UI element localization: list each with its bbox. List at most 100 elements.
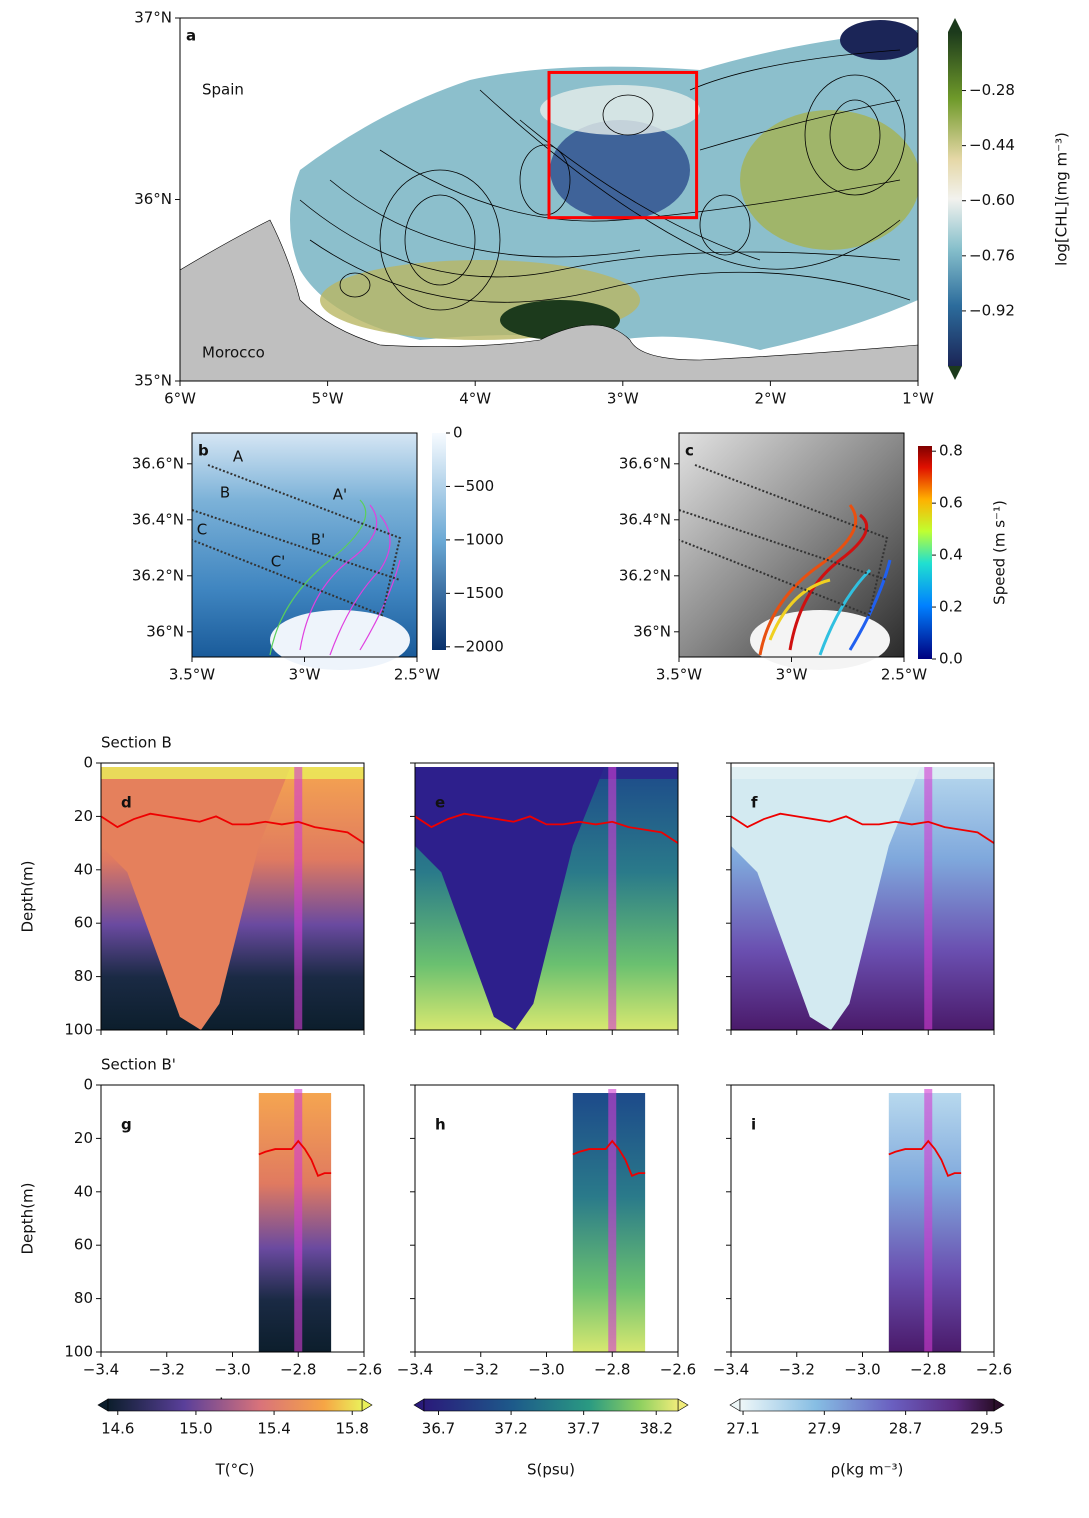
x-tick-label: −3.2: [463, 1361, 499, 1379]
y-tick-label: 36.2°N: [619, 566, 671, 584]
field-top: [101, 767, 364, 779]
x-tick-label: −2.8: [594, 1361, 630, 1379]
colorbar-label: ρ(kg m⁻³): [831, 1461, 904, 1479]
transect-label: A': [333, 486, 347, 504]
shelf: [270, 610, 410, 670]
y-tick-label: 36.4°N: [132, 510, 184, 528]
field-core: [101, 767, 291, 1030]
transect-label: B: [220, 484, 230, 502]
colorbar-tick-label: 15.0: [179, 1420, 212, 1438]
x-tick-label: 2°W: [754, 390, 786, 408]
colorbar-tick-label: 0.2: [939, 598, 963, 616]
x-tick-label: 2.5°W: [394, 666, 440, 684]
x-tick-label: 3.5°W: [656, 666, 702, 684]
colorbar-label: Speed (m s⁻¹): [991, 500, 1009, 605]
colorbar-tick-label: 38.2: [640, 1420, 673, 1438]
transect-label: B': [311, 531, 325, 549]
colorbar-tick-label: −500: [453, 477, 494, 495]
field-core: [415, 767, 605, 1030]
y-tick-label: 36°N: [633, 622, 671, 640]
x-tick-label: −3.4: [83, 1361, 119, 1379]
y-tick-label: 36°N: [146, 622, 184, 640]
colorbar: [107, 1398, 363, 1412]
colorbar-tick-label: 37.7: [567, 1420, 600, 1438]
x-tick-label: −3.0: [844, 1361, 880, 1379]
y-axis-label: Depth(m): [19, 860, 37, 932]
section-marker: [924, 767, 933, 1030]
colorbar: [739, 1398, 995, 1412]
field-core: [731, 767, 921, 1030]
mixed-layer-depth: [730, 812, 995, 844]
colorbar-tick-label: −0.92: [969, 301, 1015, 319]
y-tick-label: 37°N: [134, 9, 172, 27]
colorbar-tick-label: −1000: [453, 530, 504, 548]
panel-letter: b: [198, 442, 209, 460]
y-axis-label: Depth(m): [19, 1182, 37, 1254]
chl-patch: [540, 85, 700, 135]
y-tick-label: 36.6°N: [619, 454, 671, 472]
colorbar-tick-label: 28.7: [889, 1420, 922, 1438]
colorbar-tick-label: −0.76: [969, 246, 1015, 264]
colorbar-tick-label: −0.28: [969, 81, 1015, 99]
section-marker: [294, 1089, 303, 1352]
colorbar-tick-label: 14.6: [101, 1420, 134, 1438]
mixed-layer-depth: [414, 812, 679, 844]
section-marker: [924, 1089, 933, 1352]
colorbar-extension: [993, 1398, 1005, 1412]
colorbar-label: S(psu): [527, 1461, 575, 1479]
mixed-layer-depth: [258, 1139, 332, 1177]
colorbar-label: T(°C): [215, 1461, 255, 1479]
annotation: Morocco: [202, 344, 265, 362]
y-tick-label: 80: [74, 967, 93, 985]
x-tick-label: 1°W: [902, 390, 934, 408]
colorbar-tick-label: 15.4: [257, 1420, 290, 1438]
panel-letter: a: [186, 27, 196, 45]
colorbar-label: log[CHL](mg m⁻³): [1053, 132, 1071, 266]
x-tick-label: 5°W: [312, 390, 344, 408]
transects: [678, 464, 889, 617]
x-tick-label: 4°W: [459, 390, 491, 408]
panel-letter: c: [685, 442, 694, 460]
colorbar-extension: [97, 1398, 109, 1412]
colorbar-tick-label: 36.7: [422, 1420, 455, 1438]
row-title: Section B: [101, 734, 172, 752]
field-top: [731, 767, 994, 779]
section-marker: [608, 1089, 617, 1352]
y-tick-label: 0: [83, 1076, 93, 1094]
y-tick-label: 20: [74, 1129, 93, 1147]
colorbar-tick-label: 27.9: [808, 1420, 841, 1438]
x-tick-label: −3.4: [397, 1361, 433, 1379]
colorbar-tick-label: 0.4: [939, 546, 963, 564]
x-tick-label: −2.6: [976, 1361, 1012, 1379]
y-tick-label: 36.6°N: [132, 454, 184, 472]
y-tick-label: 40: [74, 860, 93, 878]
section-marker: [294, 767, 303, 1030]
mixed-layer-depth: [100, 812, 365, 844]
y-tick-label: 36.2°N: [132, 566, 184, 584]
colorbar-tick-label: −0.44: [969, 136, 1015, 154]
colorbar-tick-label: −0.60: [969, 191, 1015, 209]
colorbar-extension: [729, 1398, 741, 1412]
colorbar-tick-label: 27.1: [726, 1420, 759, 1438]
streamlines: [299, 49, 911, 311]
chl-patch: [740, 110, 918, 250]
y-tick-label: 20: [74, 807, 93, 825]
row-title: Section B': [101, 1056, 176, 1074]
x-tick-label: 6°W: [164, 390, 196, 408]
x-tick-label: 3°W: [607, 390, 639, 408]
colorbar-tick-label: 0: [453, 424, 463, 442]
chl-patch: [550, 120, 690, 220]
colorbar-tick-label: 0.8: [939, 442, 963, 460]
y-tick-label: 60: [74, 1236, 93, 1254]
colorbar: [918, 446, 932, 659]
colorbar-tick-label: 37.2: [494, 1420, 527, 1438]
x-tick-label: −3.2: [779, 1361, 815, 1379]
x-tick-label: −3.0: [528, 1361, 564, 1379]
x-tick-label: −2.6: [346, 1361, 382, 1379]
x-tick-label: 3°W: [289, 666, 321, 684]
colorbar-tick-label: −2000: [453, 637, 504, 655]
annotation: Spain: [202, 81, 244, 99]
colorbar-extension: [413, 1398, 425, 1412]
shelf: [750, 610, 890, 670]
